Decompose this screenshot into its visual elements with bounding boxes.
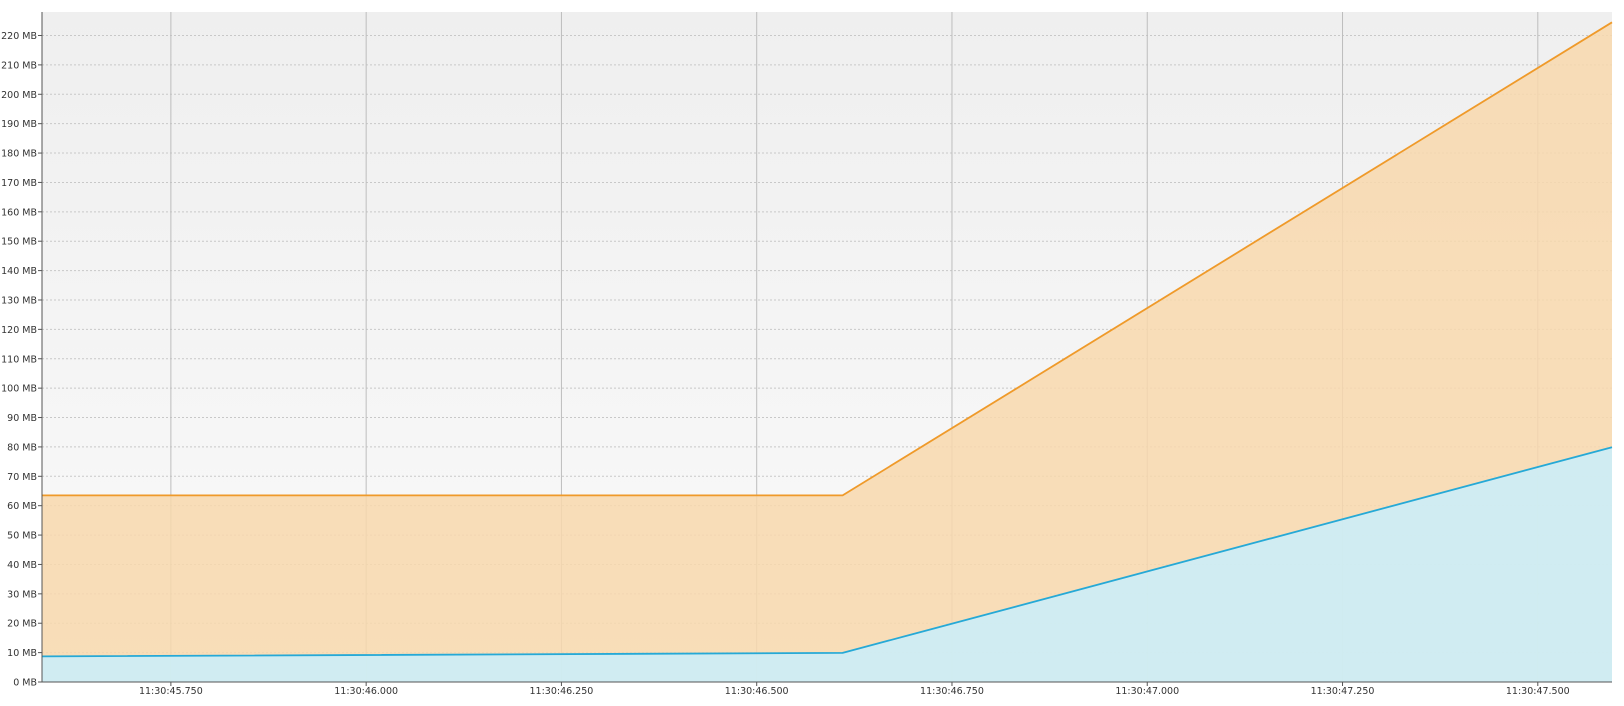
y-tick-label: 40 MB — [7, 560, 37, 571]
x-tick-label: 11:30:46.000 — [334, 686, 398, 697]
y-tick-label: 120 MB — [1, 325, 37, 336]
x-tick-label: 11:30:46.750 — [920, 686, 984, 697]
x-tick-label: 11:30:47.000 — [1115, 686, 1179, 697]
y-tick-label: 70 MB — [7, 472, 37, 483]
y-tick-label: 150 MB — [1, 237, 37, 248]
y-tick-label: 220 MB — [1, 31, 37, 42]
y-tick-label: 140 MB — [1, 266, 37, 277]
x-tick-label: 11:30:46.250 — [530, 686, 594, 697]
y-tick-label: 80 MB — [7, 442, 37, 453]
y-tick-label: 160 MB — [1, 207, 37, 218]
x-tick-label: 11:30:45.750 — [139, 686, 203, 697]
y-tick-label: 200 MB — [1, 90, 37, 101]
y-tick-label: 10 MB — [7, 648, 37, 659]
x-tick-label: 11:30:47.250 — [1311, 686, 1375, 697]
x-tick-label: 11:30:47.500 — [1506, 686, 1570, 697]
y-tick-label: 60 MB — [7, 501, 37, 512]
y-tick-label: 130 MB — [1, 295, 37, 306]
y-tick-label: 0 MB — [13, 678, 37, 689]
y-tick-label: 170 MB — [1, 178, 37, 189]
y-tick-label: 180 MB — [1, 149, 37, 160]
y-tick-label: 110 MB — [1, 354, 37, 365]
y-tick-label: 190 MB — [1, 119, 37, 130]
y-tick-label: 30 MB — [7, 589, 37, 600]
y-tick-label: 20 MB — [7, 619, 37, 630]
y-tick-label: 50 MB — [7, 531, 37, 542]
y-tick-label: 100 MB — [1, 384, 37, 395]
y-tick-label: 210 MB — [1, 60, 37, 71]
x-tick-label: 11:30:46.500 — [725, 686, 789, 697]
y-tick-label: 90 MB — [7, 413, 37, 424]
